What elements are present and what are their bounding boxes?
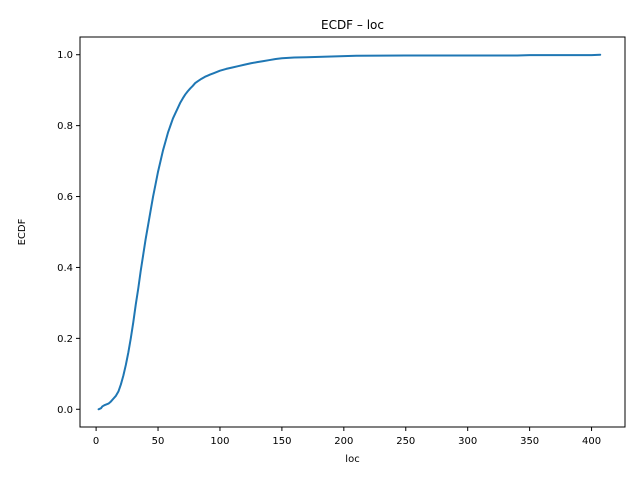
y-tick-label: 1.0 [57, 50, 73, 61]
y-tick-label: 0.4 [57, 263, 73, 274]
x-tick-label: 200 [334, 436, 353, 447]
y-tick-label: 0.0 [57, 405, 73, 416]
y-tick-label: 0.2 [57, 334, 73, 345]
x-tick-label: 350 [520, 436, 539, 447]
chart-title: ECDF – loc [321, 18, 384, 32]
x-axis: 0 50 100 150 200 250 300 350 400 [93, 427, 601, 447]
x-tick-label: 100 [210, 436, 229, 447]
ecdf-line-0 [97, 53, 602, 411]
x-tick-label: 400 [582, 436, 601, 447]
y-tick-label: 0.6 [57, 192, 73, 203]
x-tick-label: 300 [458, 436, 477, 447]
y-tick-label: 0.8 [57, 121, 73, 132]
series-layer [97, 53, 602, 411]
x-axis-label: loc [345, 454, 359, 465]
x-tick-label: 150 [272, 436, 291, 447]
x-tick-label: 0 [93, 436, 99, 447]
x-tick-label: 250 [396, 436, 415, 447]
y-axis: 0.0 0.2 0.4 0.6 0.8 1.0 [57, 50, 80, 416]
plot-area [80, 37, 625, 427]
plot-frame [79, 36, 626, 428]
x-tick-label: 50 [152, 436, 165, 447]
y-axis-label: ECDF [17, 218, 28, 245]
